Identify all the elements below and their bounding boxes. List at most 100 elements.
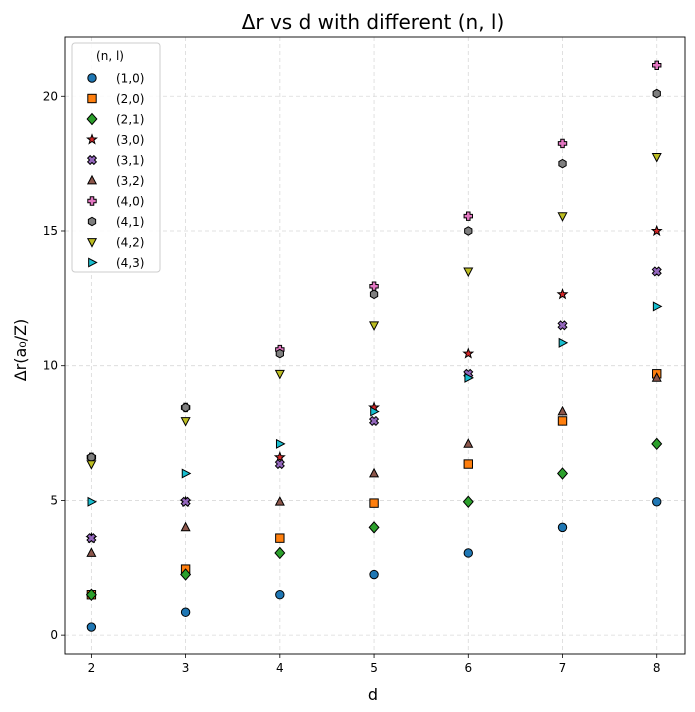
data-point [181,402,190,413]
data-point [180,568,192,581]
data-point [369,281,379,291]
data-point [181,468,192,479]
data-point [275,438,286,449]
data-point [463,211,473,221]
data-point [650,224,663,237]
data-point [463,438,474,448]
data-point [558,337,569,348]
legend-label: (3,0) [116,133,144,147]
legend-marker [86,133,98,145]
plot-frame [64,36,686,655]
x-tick-label: 5 [370,661,378,675]
y-tick-label: 0 [50,628,58,642]
data-point [369,289,379,300]
legend-label: (4,1) [116,215,144,229]
legend-marker [86,174,98,185]
axes: 2 3 4 5 6 7 8 0 5 10 15 20 [43,36,686,675]
legend-marker-shape [86,154,98,166]
x-tick-label: 3 [182,661,190,675]
data-point [652,88,661,99]
y-tick-label: 15 [43,224,58,238]
data-point [651,153,662,163]
legend-marker [86,238,98,248]
data-points [85,60,663,632]
x-tick-label: 2 [88,661,96,675]
data-point [651,437,663,451]
legend-label: (4,3) [116,256,144,270]
legend-title: (n, l) [96,49,124,63]
data-point [463,267,474,278]
legend-label: (2,0) [116,92,144,106]
series-32 [86,372,662,557]
data-point [180,417,191,427]
series-10 [86,497,662,632]
series-41 [87,88,661,463]
data-point [464,372,474,383]
y-tick-label: 10 [43,359,58,373]
data-point [274,546,286,560]
data-point-shape [274,458,285,470]
data-point [557,522,568,533]
series-31 [86,266,662,544]
data-point [557,416,568,426]
x-tick-label: 4 [276,661,284,675]
data-point [369,321,380,331]
y-axis-title: Δr(a₀/Z) [11,319,30,382]
data-point [274,496,285,506]
data-point [86,622,97,632]
data-point [275,348,284,359]
data-point [275,590,285,600]
data-point [86,547,97,557]
data-point [274,369,285,380]
y-tick-label: 20 [43,89,58,103]
data-point [369,467,380,478]
legend-marker [87,196,97,206]
data-point [652,301,663,312]
data-point [652,497,662,507]
data-point [558,158,567,169]
data-point-shape [180,496,191,507]
legend-label: (2,1) [116,113,144,127]
chart-title: Δr vs d with different (n, l) [242,10,505,34]
data-point-shape [557,320,568,331]
data-point [462,495,474,508]
legend-marker [87,93,97,104]
data-point [557,320,568,331]
data-point [464,226,473,236]
legend-marker [87,216,97,227]
series-21 [85,437,663,601]
data-point-shape [651,266,662,277]
data-point [369,498,379,508]
legend-marker [87,73,97,83]
data-point [180,496,191,507]
data-point [557,138,568,149]
data-point [557,467,569,480]
legend-label: (3,1) [116,154,144,168]
x-tick-label: 7 [559,661,567,675]
legend-label: (3,2) [116,174,144,188]
series-43 [87,301,663,507]
data-point [87,496,98,507]
data-point [463,459,473,469]
y-tick-label: 5 [50,493,58,507]
data-point [369,569,379,580]
legend-marker [86,154,98,166]
legend-label: (4,0) [116,195,144,209]
data-point [557,212,568,222]
x-tick-label: 8 [653,661,661,675]
data-point [85,588,97,601]
legend-label: (1,0) [116,72,144,86]
data-point [557,405,568,416]
legend-marker [88,257,98,268]
data-point [462,347,475,359]
data-point-shape [368,415,380,427]
data-point [651,372,662,382]
data-point [368,521,380,534]
legend-marker [86,112,98,126]
data-point [370,406,380,417]
data-point [463,548,473,558]
data-point [86,460,97,470]
data-point [274,458,285,470]
x-axis-title: d [368,685,378,704]
data-point [652,60,662,70]
